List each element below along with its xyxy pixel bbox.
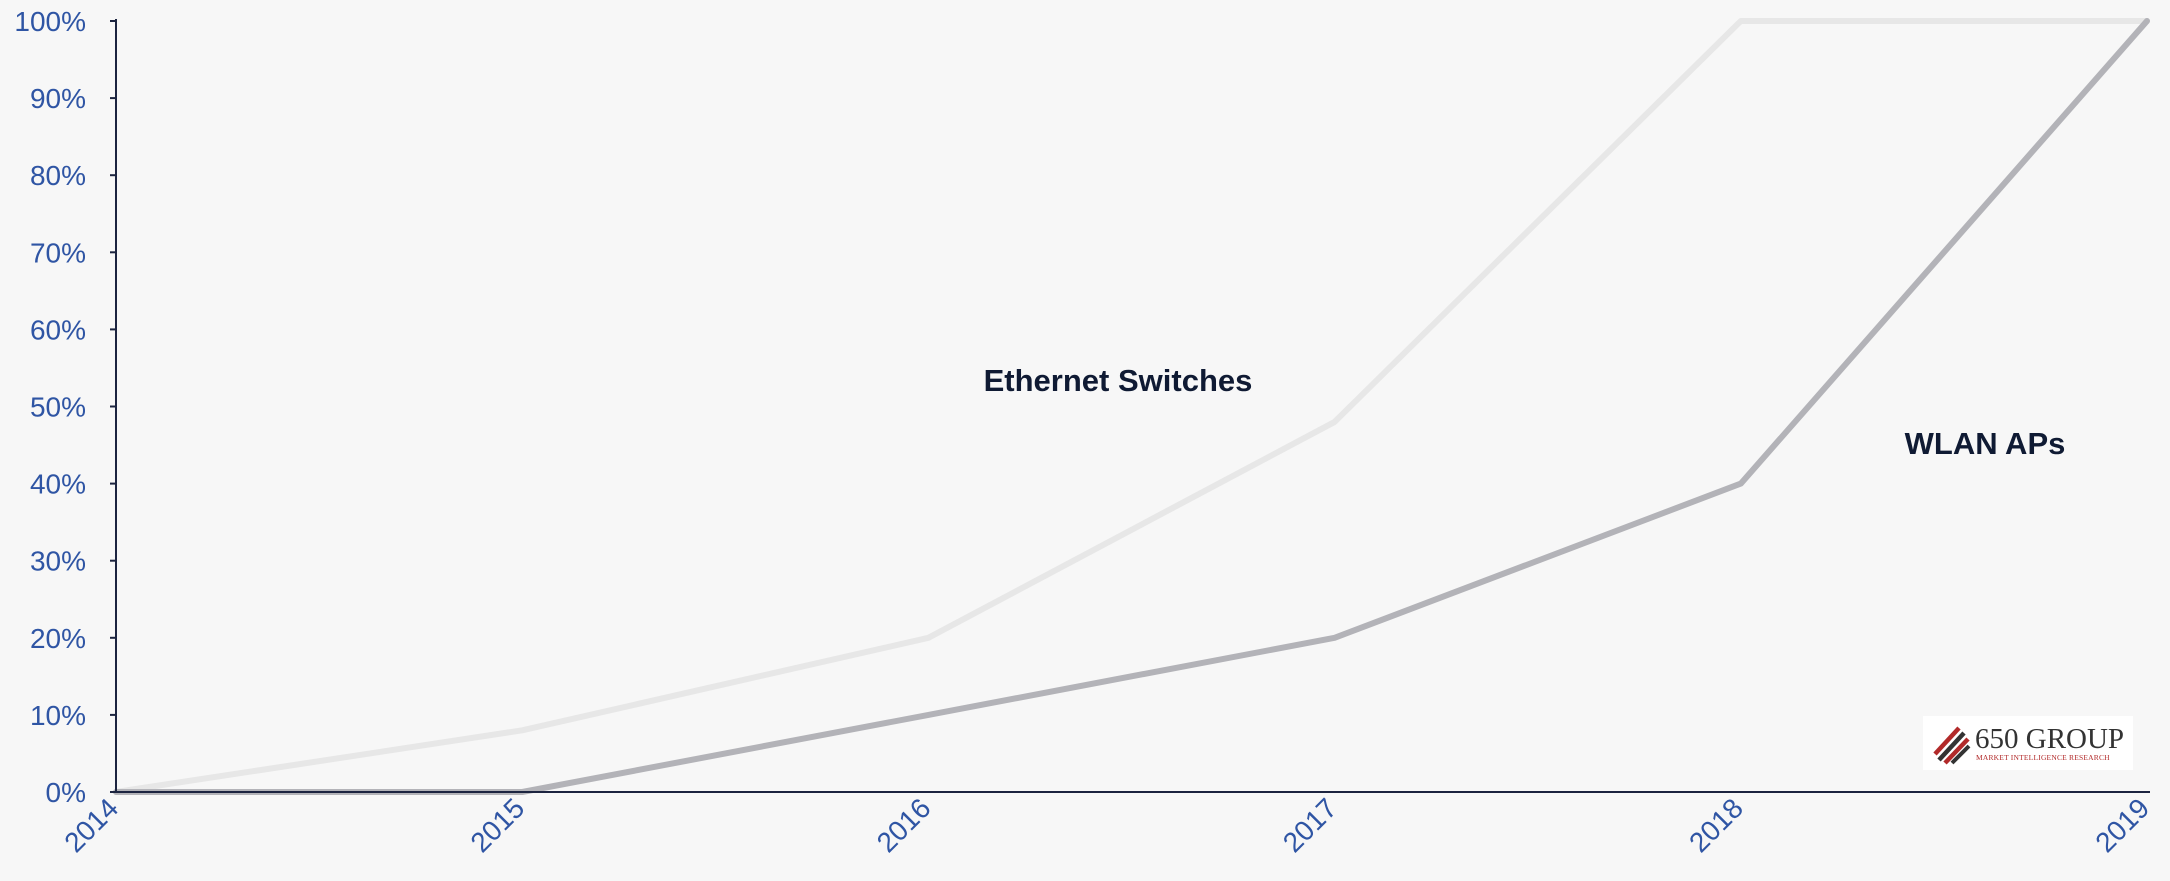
x-tick-label: 2015 <box>464 792 530 858</box>
x-tick-label: 2019 <box>2089 792 2155 858</box>
logo-emblem-icon <box>1931 724 1971 765</box>
logo-name: 650 GROUP <box>1975 723 2124 755</box>
logo-stripe <box>1933 726 1961 756</box>
y-tick-label: 70% <box>30 237 86 268</box>
x-tick-label: 2018 <box>1683 792 1749 858</box>
y-tick-label: 90% <box>30 83 86 114</box>
axes <box>110 19 2150 793</box>
logo-stripe <box>1950 744 1971 765</box>
company-logo: 650 GROUP MARKET INTELLIGENCE RESEARCH <box>1923 716 2133 770</box>
series-lines <box>113 18 2150 795</box>
logo-tagline: MARKET INTELLIGENCE RESEARCH <box>1976 753 2110 762</box>
y-axis-tick-labels: 0% 10% 20% 30% 40% 50% 60% 70% 80% 90% 100% <box>14 6 86 808</box>
series-line-wlan-aps <box>113 18 2150 795</box>
y-tick-label: 60% <box>30 314 86 345</box>
y-tick-label: 100% <box>14 6 86 37</box>
series-label-wlan-aps: WLAN APs <box>1905 426 2066 461</box>
y-tick-label: 40% <box>30 469 86 500</box>
y-tick-label: 80% <box>30 160 86 191</box>
y-tick-label: 20% <box>30 623 86 654</box>
y-tick-label: 0% <box>46 777 86 808</box>
series-labels: Ethernet Switches WLAN APs <box>984 363 2066 461</box>
y-tick-label: 50% <box>30 392 86 423</box>
logo-stripe <box>1937 731 1966 762</box>
y-tick-label: 10% <box>30 700 86 731</box>
y-tick-label: 30% <box>30 546 86 577</box>
logo-stripe <box>1943 737 1970 765</box>
series-line-ethernet-switches <box>113 18 2150 795</box>
series-label-ethernet-switches: Ethernet Switches <box>984 363 1253 398</box>
x-tick-label: 2017 <box>1277 792 1343 858</box>
x-tick-label: 2016 <box>871 792 937 858</box>
x-axis-tick-labels: 2014 2015 2016 2017 2018 2019 <box>58 792 2155 858</box>
